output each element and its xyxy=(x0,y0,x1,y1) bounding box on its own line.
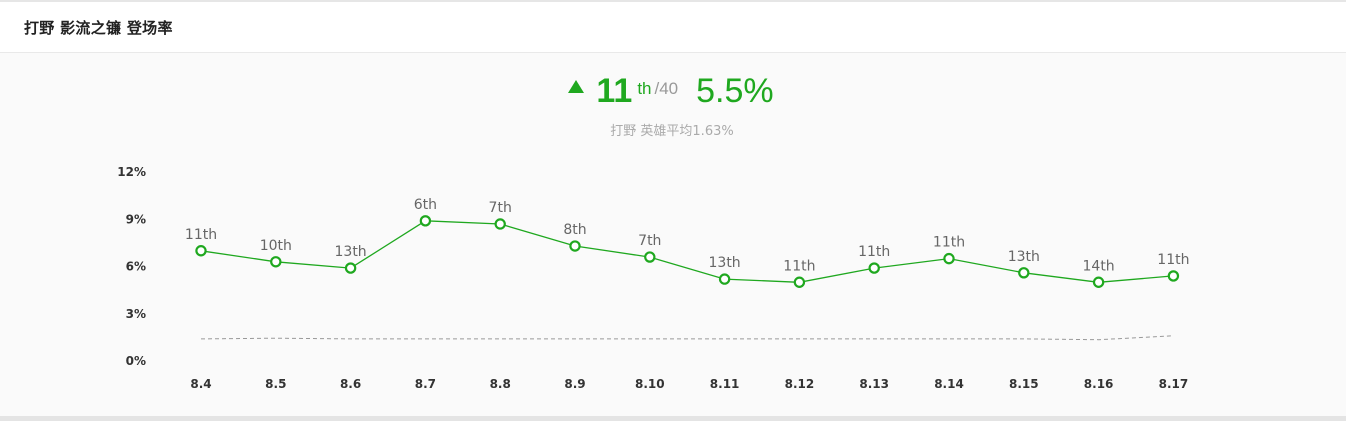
y-axis: 0% 3% 6% 9% 12% xyxy=(117,165,146,368)
y-tick-label: 6% xyxy=(126,260,146,274)
y-tick-label: 9% xyxy=(126,212,146,226)
rank-label: 11th xyxy=(858,244,890,260)
rank-label: 8th xyxy=(563,222,586,238)
x-tick-label: 8.15 xyxy=(1009,377,1039,391)
rank-label: 11th xyxy=(783,258,815,274)
panel-header: 打野 影流之镰 登场率 xyxy=(0,2,1346,53)
panel-bottom-border xyxy=(0,416,1346,421)
rank-label: 7th xyxy=(489,200,512,216)
rank-labels: 11th 10th 13th 6th 7th 8th 7th 13th 11th 11th 11th… xyxy=(185,197,1190,274)
data-point[interactable] xyxy=(419,215,432,227)
data-point[interactable] xyxy=(1092,276,1105,288)
x-tick-label: 8.10 xyxy=(635,377,665,391)
x-tick-label: 8.11 xyxy=(710,377,740,391)
x-tick-label: 8.4 xyxy=(190,377,211,391)
pick-rate-value: 5.5% xyxy=(696,72,774,110)
data-point[interactable] xyxy=(344,262,357,274)
data-point[interactable] xyxy=(943,252,955,265)
rank-total: /40 xyxy=(654,79,679,98)
x-tick-label: 8.7 xyxy=(415,377,436,391)
rank-label: 13th xyxy=(709,255,741,271)
rank-label: 11th xyxy=(1157,252,1189,268)
x-tick-label: 8.17 xyxy=(1159,377,1189,391)
data-point[interactable] xyxy=(195,245,207,257)
panel-title: 打野 影流之镰 登场率 xyxy=(24,19,173,37)
y-tick-label: 0% xyxy=(126,354,146,368)
average-series xyxy=(200,335,1174,341)
data-point[interactable] xyxy=(868,262,880,274)
rank-label: 14th xyxy=(1083,258,1115,274)
data-point[interactable] xyxy=(644,251,656,263)
rank-value: 11 xyxy=(596,72,633,110)
rank-label: 13th xyxy=(335,244,367,260)
trend-up-icon xyxy=(568,80,585,93)
rank-label: 6th xyxy=(414,197,437,213)
x-tick-label: 8.6 xyxy=(340,377,361,391)
rank-label: 7th xyxy=(638,233,661,249)
average-rate-caption: 打野 英雄平均1.63% xyxy=(0,120,1346,139)
data-point[interactable] xyxy=(569,240,581,252)
rank-label: 10th xyxy=(260,238,292,254)
x-tick-label: 8.16 xyxy=(1084,377,1114,391)
y-tick-label: 12% xyxy=(117,165,146,179)
data-point[interactable] xyxy=(494,218,506,230)
x-tick-label: 8.12 xyxy=(785,377,815,391)
x-tick-label: 8.9 xyxy=(564,377,585,391)
data-point[interactable] xyxy=(270,256,282,268)
pick-rate-line xyxy=(200,220,1174,283)
x-tick-label: 8.13 xyxy=(859,377,889,391)
pick-rate-series xyxy=(195,215,1180,288)
x-tick-label: 8.8 xyxy=(490,377,511,391)
data-point[interactable] xyxy=(793,276,806,288)
data-point[interactable] xyxy=(1167,270,1180,282)
data-point[interactable] xyxy=(1018,267,1030,279)
y-tick-label: 3% xyxy=(126,307,146,321)
rank-label: 13th xyxy=(1008,249,1040,265)
rank-label: 11th xyxy=(185,227,217,243)
rank-suffix: th xyxy=(637,79,652,98)
x-tick-label: 8.5 xyxy=(265,377,286,391)
average-rate-text: 打野 英雄平均1.63% xyxy=(610,124,734,139)
x-tick-label: 8.14 xyxy=(934,377,964,391)
data-point[interactable] xyxy=(718,273,731,285)
x-axis: 8.4 8.5 8.6 8.7 8.8 8.9 8.10 8.11 8.12 8.13 8.14 8.… xyxy=(190,377,1188,391)
average-series-line xyxy=(200,335,1174,341)
rank-label: 11th xyxy=(933,235,965,251)
